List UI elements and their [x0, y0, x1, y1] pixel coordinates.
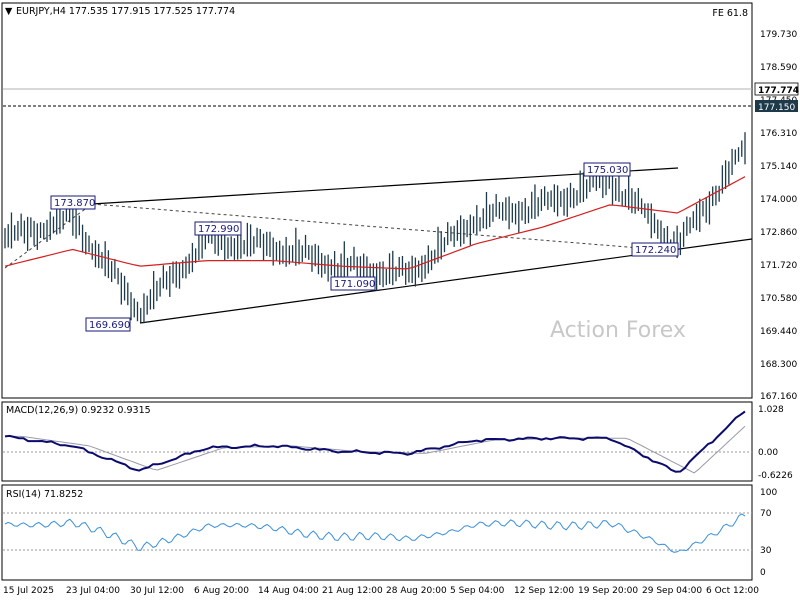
rsi-tick: 70 — [760, 509, 772, 519]
price-tick: 178.590 — [760, 63, 797, 73]
label-low-jul: 169.690 — [89, 320, 130, 331]
label-low-sep: 172.240 — [635, 245, 676, 256]
macd-title: MACD(12,26,9) 0.9232 0.9315 — [6, 405, 151, 416]
annotation-labels: 173.870 169.690 172.990 171.090 175.030 … — [50, 162, 679, 332]
time-tick: 14 Aug 04:00 — [258, 586, 319, 596]
macd-panel — [1, 401, 753, 482]
time-tick: 15 Jul 2025 — [3, 586, 54, 596]
rsi-panel — [1, 484, 753, 581]
collapse-arrow-icon[interactable]: ▼ — [5, 6, 13, 17]
watermark: Action Forex — [550, 318, 686, 343]
time-tick: 30 Jul 12:00 — [130, 586, 184, 596]
macd-tick: 0.00 — [758, 448, 778, 458]
fe-label: FE 61.8 — [712, 8, 748, 19]
macd-tick: -0.6226 — [758, 471, 793, 481]
moving-average-line — [4, 176, 746, 270]
time-tick: 23 Jul 04:00 — [66, 586, 120, 596]
macd-tick: 1.028 — [758, 405, 784, 415]
price-tick: 174.000 — [760, 195, 797, 205]
label-high-sep: 175.030 — [587, 165, 628, 176]
time-axis: 15 Jul 2025 23 Jul 04:00 30 Jul 12:00 6 … — [3, 586, 759, 596]
macd-main-line — [4, 410, 746, 473]
chart-header: EURJPY,H4 177.535 177.915 177.525 177.77… — [16, 6, 235, 17]
price-tick: 176.310 — [760, 129, 797, 139]
price-tick: 171.720 — [760, 261, 797, 271]
label-high-jul: 173.870 — [54, 198, 95, 209]
rsi-line — [4, 513, 746, 553]
current-price-tag: 177.774 — [758, 86, 799, 96]
time-tick: 29 Sep 04:00 — [642, 586, 702, 596]
label-low-aug: 171.090 — [334, 279, 375, 290]
label-box — [50, 195, 96, 210]
price-tick: 167.160 — [760, 392, 797, 402]
label-box — [583, 162, 631, 177]
label-high-aug: 172.990 — [198, 224, 239, 235]
current-price-tag-box — [754, 82, 799, 96]
level-tag: 177.150 — [758, 103, 795, 113]
time-tick: 5 Sep 04:00 — [450, 586, 505, 596]
time-tick: 21 Aug 12:00 — [322, 586, 383, 596]
label-box — [194, 221, 242, 236]
time-tick: 28 Aug 20:00 — [386, 586, 447, 596]
rsi-tick: 0 — [760, 568, 766, 578]
price-tick: 169.440 — [760, 327, 797, 337]
price-panel — [1, 2, 753, 399]
price-tick: 170.580 — [760, 294, 797, 304]
rsi-title: RSI(14) 71.8252 — [6, 489, 83, 500]
rsi-tick: 30 — [760, 546, 772, 556]
label-box — [85, 317, 131, 332]
price-tick: 175.140 — [760, 162, 797, 172]
label-box — [330, 276, 376, 291]
price-tick: 172.860 — [760, 228, 797, 238]
price-tick: 168.300 — [760, 360, 797, 370]
rsi-tick: 100 — [760, 488, 777, 498]
time-tick: 19 Sep 20:00 — [578, 586, 638, 596]
dashed-left-line — [4, 203, 93, 269]
level-tag-box — [755, 100, 798, 112]
time-tick: 6 Aug 20:00 — [194, 586, 249, 596]
time-tick: 6 Oct 12:00 — [706, 586, 759, 596]
dashed-trendline — [91, 203, 641, 249]
price-tick: 179.730 — [760, 30, 797, 40]
label-box — [631, 242, 679, 257]
time-tick: 12 Sep 12:00 — [514, 586, 574, 596]
